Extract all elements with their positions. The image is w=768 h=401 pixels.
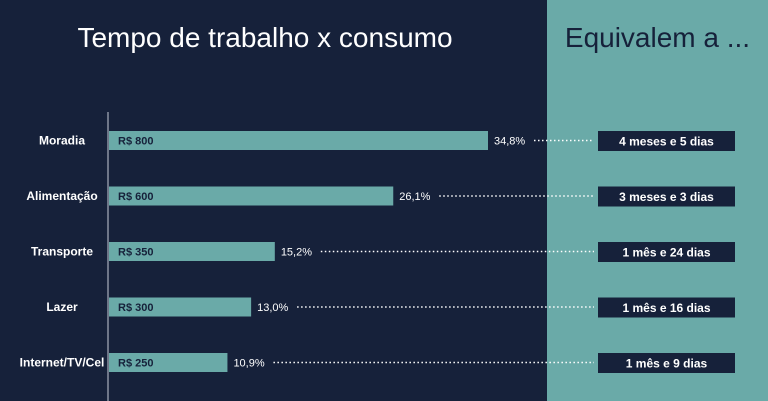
- equivalents-title: Equivalem a ...: [564, 22, 751, 53]
- bar: [109, 186, 394, 206]
- equivalent-label: 3 meses e 3 dias: [619, 190, 714, 204]
- category-label: Moradia: [39, 134, 85, 148]
- category-label: Alimentação: [26, 189, 97, 203]
- bar-value-label: R$ 300: [118, 302, 153, 314]
- equivalent-box: [598, 131, 735, 151]
- bar: [109, 297, 252, 317]
- percent-label: 10,9%: [233, 358, 264, 370]
- equivalent-box: [598, 297, 735, 318]
- percent-label: 26,1%: [399, 191, 430, 203]
- bar: [109, 353, 228, 372]
- bar-value-label: R$ 600: [118, 191, 153, 203]
- category-label: Lazer: [46, 300, 78, 314]
- percent-label: 34,8%: [494, 136, 525, 148]
- percent-label: 13,0%: [257, 302, 288, 314]
- equivalent-box: [598, 242, 735, 262]
- equivalent-label: 1 mês e 16 dias: [622, 301, 710, 315]
- bar-value-label: R$ 800: [118, 136, 153, 148]
- equivalent-label: 1 mês e 24 dias: [622, 246, 710, 260]
- category-label: Transporte: [31, 245, 93, 259]
- equivalent-label: 1 mês e 9 dias: [626, 357, 708, 371]
- bar-value-label: R$ 350: [118, 247, 153, 259]
- bar: [109, 242, 275, 261]
- equivalent-box: [598, 186, 735, 207]
- equivalent-box: [598, 353, 735, 373]
- percent-label: 15,2%: [281, 247, 312, 259]
- bar: [109, 131, 488, 150]
- chart-title: Tempo de trabalho x consumo: [77, 22, 453, 53]
- category-label: Internet/TV/Cel: [20, 356, 105, 370]
- equivalent-label: 4 meses e 5 dias: [619, 135, 714, 149]
- bar-value-label: R$ 250: [118, 358, 153, 370]
